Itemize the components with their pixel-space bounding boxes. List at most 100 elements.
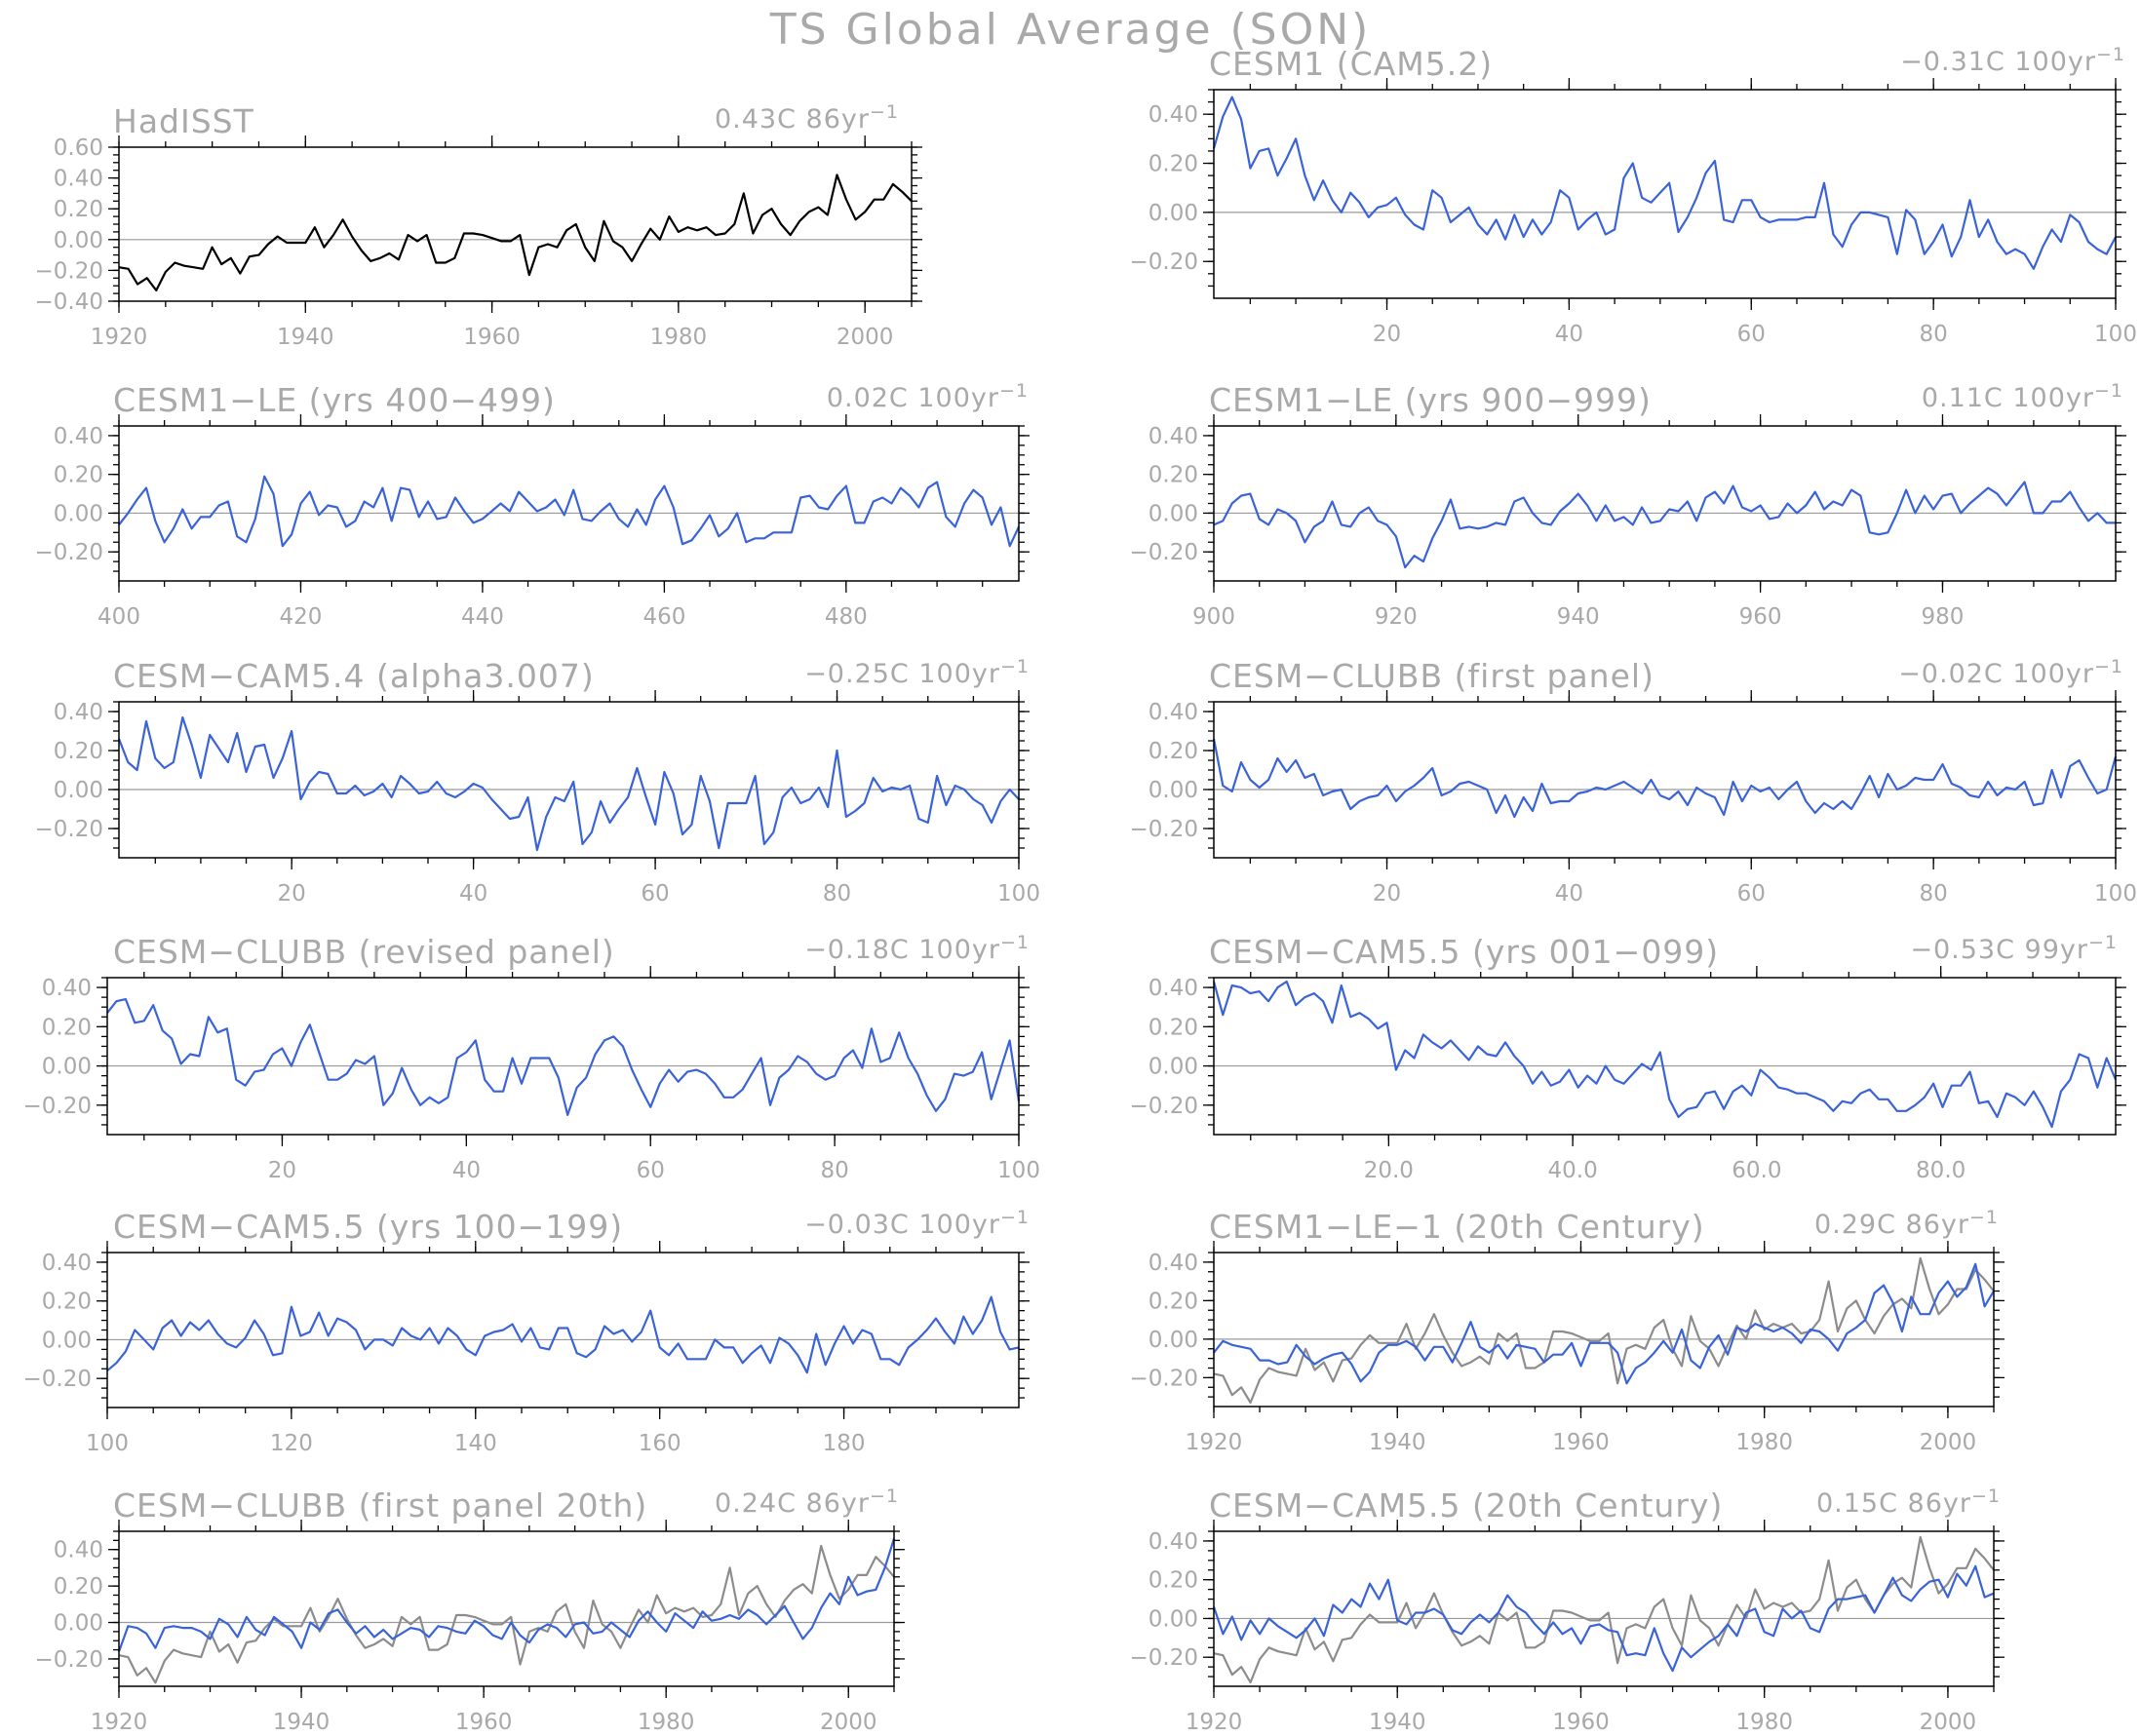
x-tick-label: 400 [97,604,140,630]
y-tick-label: −0.20 [23,1094,92,1119]
x-tick-label: 80 [823,881,851,907]
y-tick-label: 0.00 [1148,1055,1198,1080]
y-tick-label: 0.40 [1148,976,1198,1001]
y-tick-label: 0.60 [54,135,103,161]
x-tick-label: 20.0 [1364,1158,1414,1183]
panel-title: CESM1−LE (yrs 900−999) [1209,381,1652,419]
plot-frame [118,1530,895,1687]
panel-title: CESM−CLUBB (first panel 20th) [113,1486,647,1524]
y-tick-label: 0.00 [42,1328,92,1353]
x-tick-label: 460 [642,604,685,630]
x-tick-label: 20 [278,881,306,907]
x-tick-label: 1920 [91,325,148,350]
y-tick-label: −0.40 [35,289,103,315]
trend-label: −0.31C 100yr−1 [1900,44,2125,77]
series-line-model [118,475,1020,548]
y-tick-label: 0.40 [1148,700,1198,725]
x-tick-label: 1940 [1369,1710,1426,1735]
plot-frame [1213,89,2117,299]
y-tick-label: −0.20 [1130,250,1198,275]
series-line-model [106,997,1021,1117]
plot-frame [1213,1530,1995,1687]
x-tick-label: 60.0 [1732,1158,1781,1183]
x-tick-label: 20 [268,1158,296,1183]
panel-title: CESM−CLUBB (first panel) [1209,657,1654,695]
x-tick-label: 1920 [91,1710,148,1735]
x-tick-label: 100 [2094,322,2137,347]
y-tick-label: 0.00 [54,778,103,803]
y-tick-label: 0.40 [1148,102,1198,128]
panel-7: CESM−CLUBB (revised panel) −0.18C 100yr−1… [23,932,1040,1183]
x-tick-label: 1960 [463,325,521,350]
y-tick-label: 0.20 [42,1015,92,1040]
x-tick-label: 1980 [1735,1710,1793,1735]
y-tick-label: −0.20 [1130,817,1198,842]
plot-frame [1213,701,2117,859]
plot-frame [118,701,1020,859]
x-tick-label: 60 [1737,322,1766,347]
y-tick-label: 0.00 [54,228,103,253]
series-line-overlay [118,1544,895,1684]
plot-frame [118,146,913,302]
trend-label: 0.43C 86yr−1 [715,101,899,135]
panel-10: CESM1−LE−1 (20th Century) 0.29C 86yr−1 −0.… [1130,1207,2005,1455]
series-line-model [1213,481,2116,569]
panel-4: CESM1−LE (yrs 900−999) 0.11C 100yr−1 −0.20… [1130,380,2126,630]
panel-2: CESM1 (CAM5.2) −0.31C 100yr−1 −0.20 0.00 0.2… [1130,44,2137,347]
x-tick-label: 80 [820,1158,848,1183]
y-tick-label: 0.40 [1148,1529,1198,1555]
x-tick-label: 80 [1919,322,1947,347]
trend-label: 0.29C 86yr−1 [1814,1207,1999,1240]
x-tick-label: 40 [1555,322,1583,347]
y-tick-label: 0.00 [42,1055,92,1080]
x-tick-label: 940 [1557,604,1600,630]
y-tick-label: 0.20 [54,1574,103,1600]
y-tick-label: 0.20 [1148,152,1198,177]
y-tick-label: −0.20 [35,258,103,284]
panel-title: CESM−CLUBB (revised panel) [113,933,615,971]
trend-label: −0.53C 99yr−1 [1910,932,2118,965]
panel-11: CESM−CLUBB (first panel 20th) 0.24C 86yr−… [35,1485,905,1735]
x-tick-label: 1940 [273,1710,331,1735]
plot-frame [118,425,1020,582]
series-line-model [117,715,1020,852]
panel-title: CESM−CAM5.5 (20th Century) [1209,1486,1723,1524]
y-tick-label: 0.00 [54,1611,103,1637]
panel-title: CESM−CAM5.4 (alpha3.007) [113,657,595,695]
y-tick-label: 0.00 [1148,778,1198,803]
x-tick-label: 120 [270,1431,313,1456]
trend-label: −0.18C 100yr−1 [804,932,1030,965]
x-tick-label: 80 [1919,881,1947,907]
series-line-model [1212,738,2118,819]
series-line-observed [118,174,913,291]
x-tick-label: 20 [1373,881,1401,907]
x-tick-label: 2000 [1920,1710,1977,1735]
x-tick-label: 100 [997,1158,1040,1183]
x-tick-label: 420 [280,604,323,630]
series-line-model [106,1295,1020,1374]
panel-3: CESM1−LE (yrs 400−499) 0.02C 100yr−1 −0.20… [35,380,1030,630]
panel-title: CESM−CAM5.5 (yrs 001−099) [1209,933,1719,971]
y-tick-label: −0.20 [1130,1366,1198,1391]
panel-title: CESM−CAM5.5 (yrs 100−199) [113,1208,623,1246]
x-tick-label: 1980 [650,325,708,350]
x-tick-label: 480 [825,604,868,630]
y-tick-label: 0.40 [54,167,103,192]
panel-title: CESM1 (CAM5.2) [1209,45,1493,83]
y-tick-label: 0.20 [42,1290,92,1315]
x-tick-label: 100 [86,1431,129,1456]
y-tick-label: −0.20 [1130,1645,1198,1671]
y-tick-label: −0.20 [1130,1094,1198,1119]
panel-5: CESM−CAM5.4 (alpha3.007) −0.25C 100yr−1 −0… [35,656,1040,907]
plot-frame [106,977,1020,1136]
series-line-model [1212,1564,1995,1673]
panel-12: CESM−CAM5.5 (20th Century) 0.15C 86yr−1 −0… [1130,1485,2005,1735]
y-tick-label: 0.20 [1148,1015,1198,1040]
x-tick-label: 60 [1737,881,1766,907]
y-tick-label: 0.20 [1148,1289,1198,1314]
x-tick-label: 1920 [1186,1430,1243,1455]
x-tick-label: 920 [1375,604,1418,630]
y-tick-label: 0.20 [54,197,103,222]
trend-label: 0.11C 100yr−1 [1922,380,2123,413]
